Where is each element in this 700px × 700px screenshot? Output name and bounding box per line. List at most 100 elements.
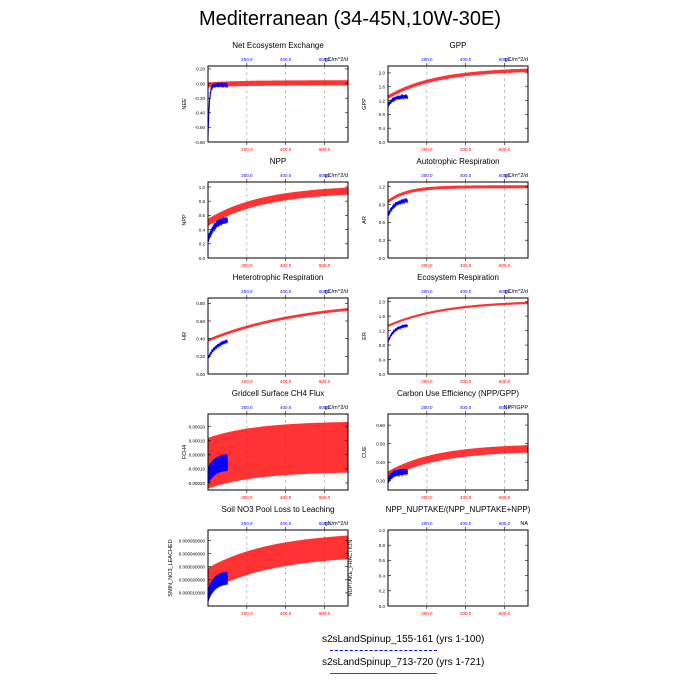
panel3-units: gC/m^2/d <box>325 173 348 179</box>
page-title: Mediterranean (34-45N,10W-30E) <box>198 8 501 30</box>
panel4-y-tick-label-1: 1.2 <box>379 185 386 190</box>
panel8-bottom-tick-label-3: 600.0 <box>499 495 511 500</box>
panel7-frame <box>207 413 349 491</box>
panel9-series-run2-line <box>207 535 349 592</box>
panel10-y-tick-label-5: 0.2 <box>379 589 386 594</box>
panel1-bottom-tick-label-3: 600.0 <box>319 147 331 152</box>
panel3-y-tick-label-3: 0.6 <box>199 213 206 218</box>
panel10-y-tick-label-4: 0.4 <box>379 573 386 578</box>
panel10-y-tick-label-2: 0.8 <box>379 543 386 548</box>
panel6-y-tick-label-6: 0.0 <box>379 372 386 377</box>
panel3-y-tick-label-6: 0.0 <box>199 256 206 261</box>
panel2-series-run2-line <box>387 68 529 99</box>
panel6-ylabel: ER <box>362 332 368 340</box>
panel2-ylabel: GPP <box>362 98 368 110</box>
panel2-y-tick-label-5: 0.4 <box>379 126 386 131</box>
panel9-title: Soil NO3 Pool Loss to Leaching <box>222 505 335 514</box>
panel3-top-tick-label-2: 400.0 <box>280 173 292 178</box>
panel3-bottom-tick-label-2: 400.0 <box>280 263 292 268</box>
panel8-ylabel: CUE <box>362 446 368 458</box>
panel3-bottom-tick-label-1: 200.0 <box>241 263 253 268</box>
panel3-ylabel: NPP <box>182 214 188 226</box>
panel2-bottom-tick-label-3: 600.0 <box>499 147 511 152</box>
panel7-bottom-tick-label-2: 400.0 <box>280 495 292 500</box>
panel2-y-tick-label-1: 2.0 <box>379 71 386 76</box>
panel7-top-tick-label-3: 600.0 <box>319 405 331 410</box>
panel8-title: Carbon Use Efficiency (NPP/GPP) <box>397 389 519 398</box>
panel8-top-tick-label-1: 200.0 <box>421 405 433 410</box>
panel10-units: NA <box>520 521 528 527</box>
panel1-series-run2-line <box>207 80 349 88</box>
panel8-frame <box>387 413 529 491</box>
panel8-y-tick-label-4: 0.30 <box>376 479 385 484</box>
panel6-top-tick-label-1: 200.0 <box>421 289 433 294</box>
panel2-y-tick-label-3: 1.2 <box>379 98 386 103</box>
panel5-top-tick-label-2: 400.0 <box>280 289 292 294</box>
panel10-top-tick-label-1: 200.0 <box>421 521 433 526</box>
panel10-top-tick-label-3: 600.0 <box>499 521 511 526</box>
legend-line-run2 <box>330 673 437 674</box>
panel7-top-tick-label-1: 200.0 <box>241 405 253 410</box>
panel5-top-tick-label-3: 600.0 <box>319 289 331 294</box>
panel3-frame <box>207 181 349 259</box>
panel8-units: NPP/GPP <box>504 405 529 411</box>
panel6-frame <box>387 297 529 375</box>
panel8-top-tick-label-3: 600.0 <box>499 405 511 410</box>
panel1-y-tick-label-1: 0.20 <box>196 67 205 72</box>
panel8-y-tick-label-3: 0.40 <box>376 460 385 465</box>
panel2-bottom-tick-label-2: 400.0 <box>460 147 472 152</box>
panel2-units: gC/m^2/d <box>505 57 528 63</box>
panel1-top-tick-label-3: 600.0 <box>319 57 331 62</box>
panel4-y-tick-label-2: 0.9 <box>379 202 386 207</box>
panel5-ylabel: HR <box>182 332 188 340</box>
panel7-y-tick-label-3: 0.00000 <box>189 453 206 458</box>
panel2-y-tick-label-2: 1.6 <box>379 85 386 90</box>
panel8-series-run2-line <box>387 445 529 479</box>
panel5-bottom-tick-label-3: 600.0 <box>319 379 331 384</box>
panel7-series-run1-line <box>207 453 228 484</box>
panel7-y-tick-label-1: 0.00020 <box>189 424 206 429</box>
panel6-bottom-tick-label-1: 200.0 <box>421 379 433 384</box>
panel6-top-tick-label-2: 400.0 <box>460 289 472 294</box>
panel7-y-tick-label-2: 0.00010 <box>189 439 206 444</box>
legend-label-run1: s2sLandSpinup_155-161 (yrs 1-100) <box>322 634 485 645</box>
panel2-top-tick-label-3: 600.0 <box>499 57 511 62</box>
panel4-series-run1-line <box>387 197 408 217</box>
panel1-frame <box>207 65 349 143</box>
panel3-bottom-tick-label-3: 600.0 <box>319 263 331 268</box>
panel7-bottom-tick-label-1: 200.0 <box>241 495 253 500</box>
panel9-y-tick-label-2: 0.000040000 <box>179 551 206 556</box>
panel4-top-tick-label-1: 200.0 <box>421 173 433 178</box>
panel2-series-run1-line <box>387 93 408 108</box>
panel9-series-run1-line <box>207 571 228 602</box>
panel9-units: gN/m^2/d <box>325 521 348 527</box>
panel1-top-tick-label-1: 200.0 <box>241 57 253 62</box>
panel8-bottom-tick-label-1: 200.0 <box>421 495 433 500</box>
panel7-title: Gridcell Surface CH4 Flux <box>232 389 324 398</box>
panel4-y-tick-label-5: 0.0 <box>379 256 386 261</box>
panel1-y-tick-label-5: -0.60 <box>195 125 206 130</box>
panel3-y-tick-label-2: 0.8 <box>199 199 206 204</box>
panel2-top-tick-label-2: 400.0 <box>460 57 472 62</box>
panel6-bottom-tick-label-2: 400.0 <box>460 379 472 384</box>
panel1-y-tick-label-3: -0.20 <box>195 96 206 101</box>
panel5-y-tick-label-2: 0.60 <box>196 319 205 324</box>
panel5-units: gC/m^2/d <box>325 289 348 295</box>
panel10-title: NPP_NUPTAKE/(NPP_NUPTAKE+NPP) <box>386 505 531 514</box>
panel5-bottom-tick-label-1: 200.0 <box>241 379 253 384</box>
panel9-top-tick-label-2: 400.0 <box>280 521 292 526</box>
panel6-top-tick-label-3: 600.0 <box>499 289 511 294</box>
panel9-bottom-tick-label-2: 400.0 <box>280 611 292 616</box>
panel5-bottom-tick-label-2: 400.0 <box>280 379 292 384</box>
panel8-y-tick-label-2: 0.50 <box>376 441 385 446</box>
panel5-y-tick-label-4: 0.20 <box>196 354 205 359</box>
panel1-y-tick-label-2: 0.00 <box>196 81 205 86</box>
panel7-y-tick-label-5: -0.00020 <box>187 481 205 486</box>
panel5-y-tick-label-5: 0.00 <box>196 372 205 377</box>
panel10-y-tick-label-1: 1.0 <box>379 528 386 533</box>
panel10-bottom-tick-label-3: 600.0 <box>499 611 511 616</box>
panel2-frame <box>387 65 529 143</box>
panel1-series-run1-line <box>207 81 228 139</box>
panel2-bottom-tick-label-1: 200.0 <box>421 147 433 152</box>
